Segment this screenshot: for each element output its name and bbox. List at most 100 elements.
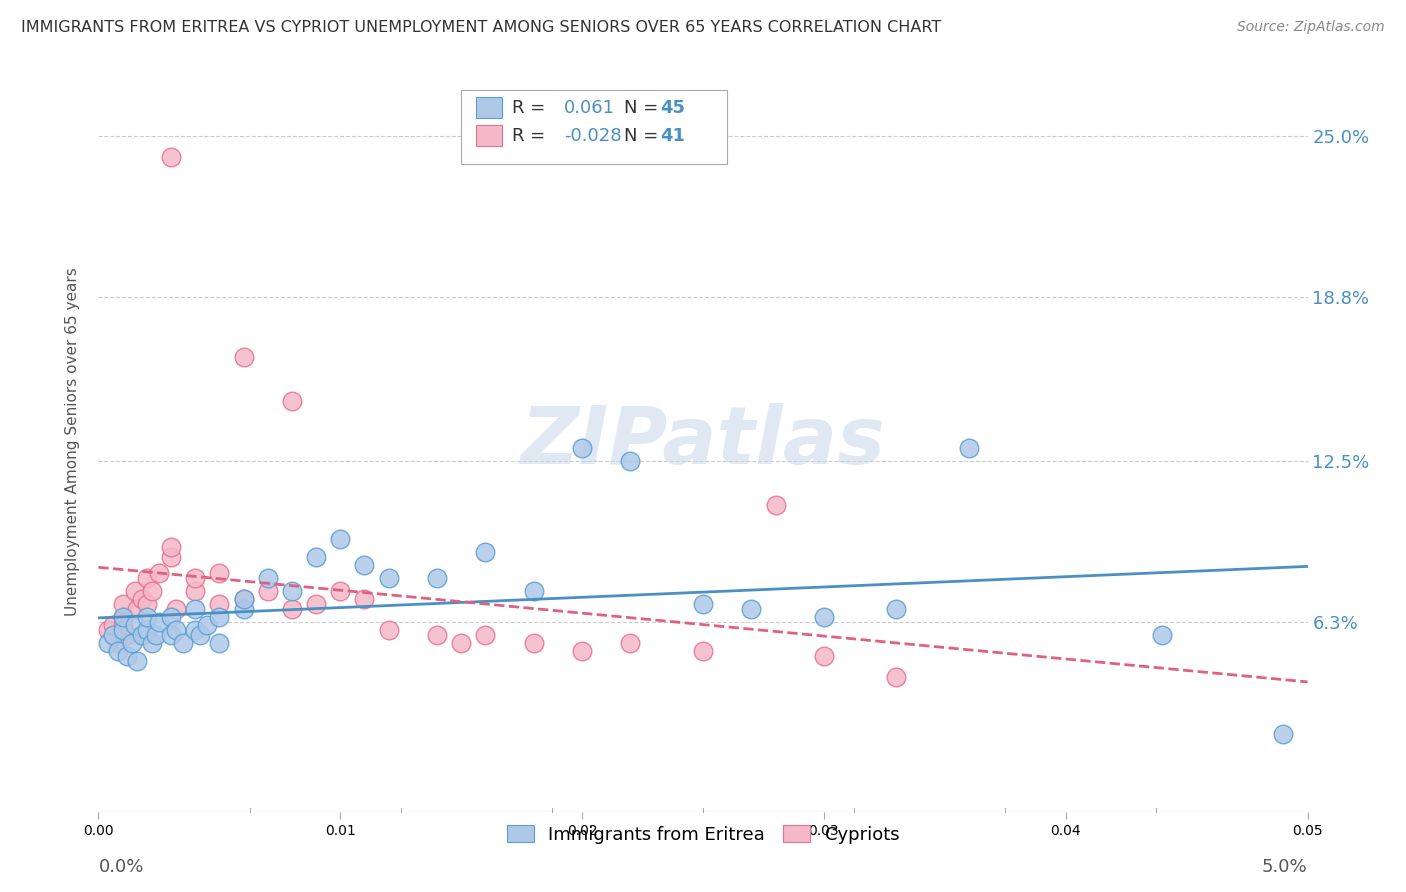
Point — [329, 532, 352, 546]
Point — [107, 643, 129, 657]
Bar — [475, 97, 502, 118]
Point — [1152, 628, 1174, 642]
Text: -0.028: -0.028 — [564, 127, 621, 145]
Point — [121, 636, 143, 650]
Point — [232, 602, 254, 616]
Point — [281, 602, 304, 616]
Text: 5.0%: 5.0% — [1263, 858, 1308, 877]
Text: ZIPatlas: ZIPatlas — [520, 402, 886, 481]
Point — [329, 583, 352, 598]
Point — [111, 610, 134, 624]
Bar — [475, 126, 502, 146]
Legend: Immigrants from Eritrea, Cypriots: Immigrants from Eritrea, Cypriots — [499, 818, 907, 851]
Point — [208, 597, 231, 611]
Point — [765, 498, 787, 512]
Point — [195, 617, 218, 632]
Point — [127, 602, 149, 616]
Point — [101, 628, 124, 642]
Point — [184, 623, 207, 637]
Point — [813, 610, 835, 624]
Point — [117, 648, 139, 663]
Point — [305, 597, 328, 611]
Point — [232, 350, 254, 364]
Point — [135, 610, 157, 624]
Point — [135, 597, 157, 611]
Y-axis label: Unemployment Among Seniors over 65 years: Unemployment Among Seniors over 65 years — [65, 268, 80, 615]
Point — [127, 654, 149, 668]
Text: R =: R = — [512, 99, 546, 117]
Point — [208, 610, 231, 624]
Point — [111, 610, 134, 624]
Point — [426, 571, 449, 585]
Point — [135, 571, 157, 585]
Point — [619, 454, 641, 468]
Point — [208, 636, 231, 650]
Point — [165, 602, 187, 616]
Point — [281, 394, 304, 409]
Point — [474, 628, 496, 642]
Point — [740, 602, 762, 616]
Text: 0.0%: 0.0% — [98, 858, 143, 877]
Point — [111, 617, 134, 632]
Point — [571, 441, 593, 455]
Point — [232, 591, 254, 606]
Point — [111, 623, 134, 637]
Point — [571, 643, 593, 657]
Point — [886, 602, 908, 616]
Point — [124, 583, 146, 598]
Point — [148, 566, 170, 580]
Point — [148, 615, 170, 629]
Point — [353, 591, 375, 606]
Point — [692, 643, 714, 657]
Point — [160, 550, 183, 565]
Point — [184, 571, 207, 585]
Text: N =: N = — [624, 99, 658, 117]
Point — [141, 636, 163, 650]
Point — [160, 150, 183, 164]
Point — [426, 628, 449, 642]
Text: 0.061: 0.061 — [564, 99, 614, 117]
Point — [131, 628, 153, 642]
Point — [305, 550, 328, 565]
Point — [184, 602, 207, 616]
Point — [957, 441, 980, 455]
Point — [232, 591, 254, 606]
Point — [107, 636, 129, 650]
Point — [208, 566, 231, 580]
Point — [523, 583, 546, 598]
Text: R =: R = — [512, 127, 546, 145]
Point — [160, 610, 183, 624]
Text: 41: 41 — [661, 127, 686, 145]
Point — [619, 636, 641, 650]
Point — [145, 628, 167, 642]
Point — [111, 597, 134, 611]
Point — [450, 636, 472, 650]
Point — [141, 583, 163, 598]
Point — [523, 636, 546, 650]
Point — [172, 636, 194, 650]
Point — [97, 623, 120, 637]
Point — [377, 623, 399, 637]
Point — [692, 597, 714, 611]
Point — [101, 617, 124, 632]
Point — [886, 670, 908, 684]
Point — [256, 583, 278, 598]
Point — [135, 623, 157, 637]
Point — [184, 583, 207, 598]
Point — [188, 628, 211, 642]
Point — [813, 648, 835, 663]
Point — [256, 571, 278, 585]
Text: N =: N = — [624, 127, 658, 145]
Point — [131, 591, 153, 606]
Text: IMMIGRANTS FROM ERITREA VS CYPRIOT UNEMPLOYMENT AMONG SENIORS OVER 65 YEARS CORR: IMMIGRANTS FROM ERITREA VS CYPRIOT UNEMP… — [21, 20, 942, 35]
Point — [117, 628, 139, 642]
Point — [377, 571, 399, 585]
Point — [160, 540, 183, 554]
Point — [124, 617, 146, 632]
Text: Source: ZipAtlas.com: Source: ZipAtlas.com — [1237, 20, 1385, 34]
Point — [281, 583, 304, 598]
Point — [474, 545, 496, 559]
Text: 45: 45 — [661, 99, 686, 117]
Point — [165, 623, 187, 637]
FancyBboxPatch shape — [461, 90, 727, 164]
